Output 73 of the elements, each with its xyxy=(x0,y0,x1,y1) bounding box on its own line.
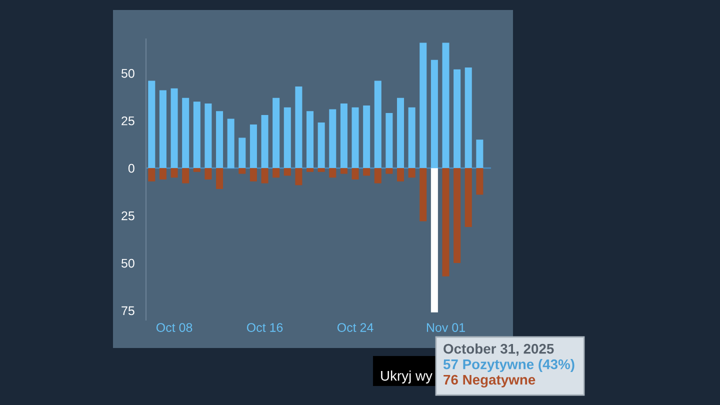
bar xyxy=(272,168,280,178)
bar xyxy=(420,168,427,222)
bar xyxy=(430,168,438,312)
bar xyxy=(295,168,302,186)
bar xyxy=(227,118,234,168)
y-tick-label: 0 xyxy=(128,164,134,173)
bar xyxy=(464,168,472,227)
text: 76 Negatywne xyxy=(444,374,536,388)
x-tick-label: Nov 01 xyxy=(426,323,465,332)
bar xyxy=(170,88,178,168)
bar xyxy=(329,109,336,168)
y-tick-label: 50 xyxy=(121,258,134,268)
bar xyxy=(454,69,461,168)
bar xyxy=(295,86,302,168)
bar xyxy=(306,168,314,172)
bar xyxy=(408,107,416,168)
bar xyxy=(352,168,359,180)
text: Ukryj wy xyxy=(381,370,432,384)
bar xyxy=(238,138,246,168)
bar xyxy=(464,67,472,168)
bar xyxy=(318,122,325,168)
bar xyxy=(476,140,484,168)
x-tick-label: Oct 16 xyxy=(246,323,283,332)
bar xyxy=(352,107,359,168)
bar xyxy=(193,168,200,172)
bar xyxy=(284,107,291,168)
bar xyxy=(250,124,257,168)
bar xyxy=(182,98,190,168)
bar xyxy=(318,168,325,172)
bar xyxy=(340,168,348,174)
bar xyxy=(397,98,404,168)
bar xyxy=(148,168,156,182)
bar xyxy=(216,111,224,168)
bar xyxy=(148,80,156,168)
bar xyxy=(476,168,484,195)
bar xyxy=(250,168,257,182)
bar xyxy=(284,168,291,176)
bar xyxy=(442,168,450,276)
bar xyxy=(182,168,190,184)
y-tick-label: 25 xyxy=(122,211,134,220)
bar xyxy=(329,168,336,178)
x-tick-label: Oct 24 xyxy=(337,323,374,332)
bar xyxy=(204,104,212,168)
bar xyxy=(374,80,382,168)
x-tick-label: Oct 08 xyxy=(156,323,192,332)
bar xyxy=(193,102,200,168)
bar xyxy=(386,168,393,174)
y-tick-label: 50 xyxy=(121,68,134,78)
y-tick-label: 75 xyxy=(122,306,134,316)
bar xyxy=(442,42,450,168)
bar xyxy=(272,98,280,168)
bar xyxy=(363,105,370,168)
bar xyxy=(159,168,166,180)
bar xyxy=(420,42,427,168)
bar xyxy=(159,90,166,168)
bar xyxy=(408,168,416,178)
bar xyxy=(454,168,461,264)
bar xyxy=(306,111,314,168)
bar xyxy=(238,168,246,174)
bar xyxy=(216,168,224,189)
bar xyxy=(261,168,268,184)
y-tick-label: 25 xyxy=(122,116,134,126)
bar xyxy=(204,168,212,180)
bar xyxy=(363,168,370,176)
bar xyxy=(374,168,382,184)
text: October 31, 2025 xyxy=(444,344,554,356)
text: 57 Pozytywne (43%) xyxy=(443,359,574,372)
bar xyxy=(170,168,178,178)
bar xyxy=(397,168,404,182)
bar xyxy=(386,113,393,168)
bar xyxy=(340,104,348,168)
bar xyxy=(430,60,438,168)
bar xyxy=(261,114,268,168)
